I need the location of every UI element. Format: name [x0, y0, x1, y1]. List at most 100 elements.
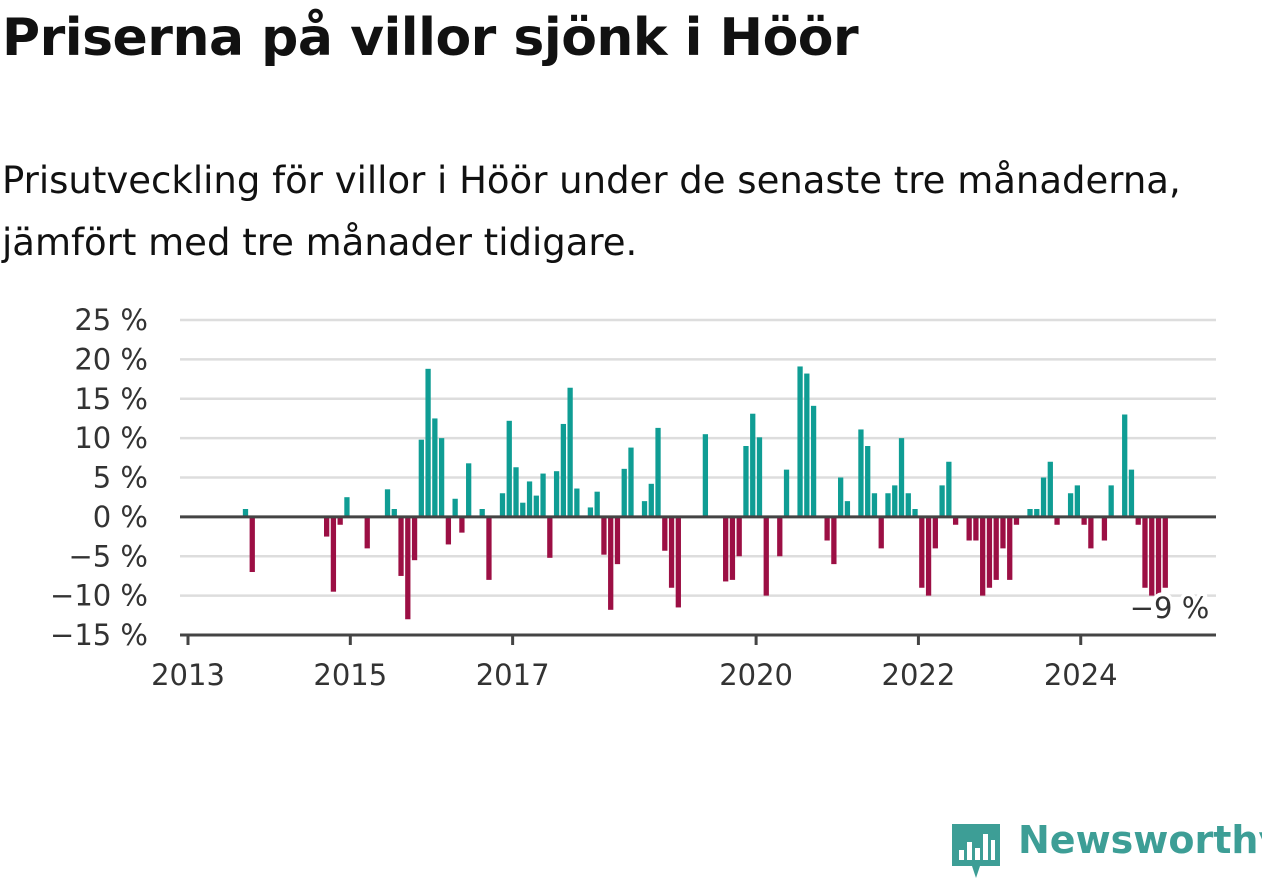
bar [865, 446, 871, 517]
bar [1108, 485, 1114, 517]
bar [980, 516, 986, 596]
bar [1128, 469, 1135, 517]
bar [608, 516, 614, 610]
bar [337, 516, 343, 525]
bar [486, 516, 492, 580]
last-value-label: −9 % [1130, 591, 1210, 625]
bar [432, 418, 438, 517]
y-tick-label: −10 % [50, 579, 148, 613]
y-tick-label: 10 % [74, 421, 148, 455]
bar [1040, 477, 1047, 517]
bar [628, 447, 634, 517]
bar-chart: 25 % 20 % 15 % 10 % 5 % 0 % −5 % −10 % −15 %2013… [50, 303, 1216, 692]
bar [939, 485, 945, 517]
bar [777, 516, 783, 557]
bar [1122, 414, 1128, 517]
y-tick-label: −5 % [68, 539, 148, 573]
bar [838, 477, 844, 517]
x-tick-label: 2022 [882, 658, 956, 692]
bar [844, 501, 851, 517]
bar [1081, 516, 1087, 525]
bar [540, 473, 546, 517]
bar [506, 420, 512, 517]
bar [466, 463, 472, 517]
bar [330, 516, 337, 592]
bar [601, 516, 607, 555]
chart-title: Priserna på villor sjönk i Höör [2, 8, 859, 68]
chart-subtitle: Prisutveckling för villor i Höör under d… [2, 159, 1181, 264]
bar [736, 516, 742, 557]
bar [702, 434, 709, 517]
bar [587, 507, 594, 517]
x-tick-label: 2015 [313, 658, 387, 692]
bar [574, 488, 580, 517]
bar [1013, 516, 1020, 525]
bar [520, 502, 526, 517]
x-tick-label: 2020 [719, 658, 793, 692]
bar [445, 516, 452, 545]
bar [418, 439, 424, 517]
bar [783, 469, 790, 517]
bar [425, 368, 431, 517]
bar [560, 423, 566, 517]
y-tick-label: 5 % [93, 461, 148, 495]
bar [763, 516, 769, 596]
bar [1027, 509, 1033, 517]
bar [750, 413, 756, 517]
newsworthy-logo-icon [952, 824, 1000, 878]
bar [1034, 509, 1040, 517]
y-tick-label: 25 % [74, 303, 148, 337]
bar [919, 516, 925, 588]
bar [810, 405, 817, 517]
bar [452, 498, 458, 517]
bar [1135, 516, 1141, 525]
bar [824, 516, 830, 541]
bar [871, 493, 878, 517]
y-tick-label: −15 % [50, 618, 148, 652]
x-tick-label: 2017 [476, 658, 550, 692]
bar [892, 485, 898, 517]
bar [344, 497, 350, 517]
bar [756, 437, 763, 517]
bar [973, 516, 979, 541]
y-tick-label: 20 % [74, 342, 148, 376]
bar [675, 516, 681, 608]
bar [398, 516, 404, 576]
bar [1088, 516, 1094, 549]
x-tick-label: 2013 [151, 658, 225, 692]
bar [621, 468, 627, 517]
bar [952, 516, 959, 525]
bar [946, 461, 952, 517]
bar [567, 387, 573, 517]
y-tick-label: 0 % [93, 500, 148, 534]
bar [898, 438, 905, 517]
bar [797, 366, 803, 517]
bar [1007, 516, 1013, 580]
x-tick-label: 2024 [1044, 658, 1118, 692]
bar [729, 516, 736, 580]
bar [723, 516, 729, 582]
bar [364, 516, 370, 549]
bar [533, 495, 539, 517]
bar [885, 493, 891, 517]
bar [553, 471, 560, 517]
bar [932, 516, 938, 549]
newsworthy-logo-text: Newsworthy [1018, 818, 1262, 862]
bar [966, 516, 972, 541]
bar [655, 427, 661, 517]
bar [499, 493, 506, 517]
bar [1047, 461, 1053, 517]
bar [648, 483, 654, 517]
bar [547, 516, 553, 558]
bar [1054, 516, 1060, 525]
bar [878, 516, 884, 549]
bar [1000, 516, 1006, 549]
bar [513, 467, 519, 517]
bar [858, 429, 864, 517]
bar [831, 516, 837, 565]
bar [1067, 493, 1074, 517]
bar [743, 446, 749, 517]
bar [411, 516, 418, 561]
bar [1162, 516, 1168, 588]
bar [594, 491, 600, 517]
